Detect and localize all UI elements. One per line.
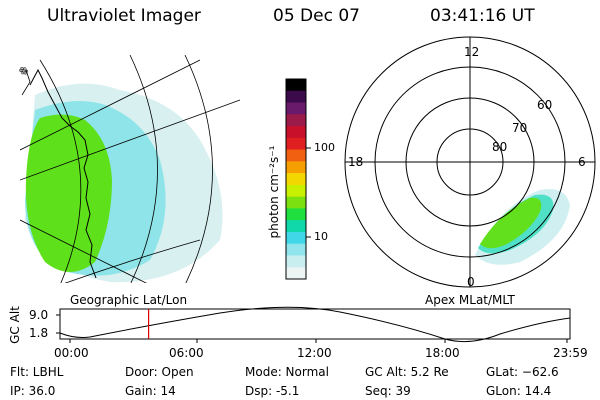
info-mode: Mode: Normal: [245, 365, 329, 379]
mlt-label-6: 6: [578, 155, 586, 169]
date-label: 05 Dec 07: [273, 6, 360, 26]
colorbar-segment: [286, 102, 306, 115]
colorbar-segment: [286, 149, 306, 162]
info-seq: Seq: 39: [365, 384, 411, 398]
info-gc-alt: GC Alt: 5.2 Re: [365, 365, 449, 379]
grid-line: [20, 59, 201, 151]
time-label-2359: 23:59: [553, 346, 588, 360]
colorbar: [286, 79, 306, 280]
colorbar-label-10: 10: [314, 230, 328, 243]
colorbar-label-100: 100: [314, 141, 335, 154]
mlt-label-0: 0: [467, 275, 475, 289]
coastline-north: [21, 69, 31, 96]
geographic-map-panel: [20, 55, 241, 283]
green-emission-region: [25, 114, 112, 272]
time-label: 03:41:16 UT: [430, 6, 535, 26]
mlt-label-12: 12: [464, 45, 480, 59]
grid-line: [129, 55, 158, 283]
altitude-strip: [56, 306, 571, 343]
coastline: [29, 68, 97, 279]
left-panel-label: Geographic Lat/Lon: [70, 293, 188, 307]
alt-tick-label-9: 9.0: [29, 308, 49, 322]
info-dsp: Dsp: -5.1: [245, 384, 300, 398]
colorbar-segment: [286, 184, 306, 198]
mlat-label-80: 80: [492, 140, 508, 154]
colorbar-segment: [286, 126, 306, 139]
info-ip: IP: 36.0: [10, 384, 56, 398]
colorbar-segment: [286, 137, 306, 151]
time-label-0000: 00:00: [54, 346, 89, 360]
time-label-1800: 18:00: [425, 346, 460, 360]
colorbar-segment: [286, 173, 306, 186]
alt-tick-label-1.8: 1.8: [29, 326, 49, 340]
colorbar-segment: [286, 114, 306, 127]
colorbar-segment: [286, 196, 306, 209]
polar-green-emission: [480, 197, 542, 249]
colorbar-unit-label: photon cm⁻²s⁻¹: [267, 145, 281, 239]
right-panel-label: Apex MLat/MLT: [425, 293, 515, 307]
altitude-strip-frame: [59, 308, 571, 340]
colorbar-segment: [286, 79, 306, 92]
grid-line: [64, 239, 201, 283]
grid-line: [39, 59, 82, 283]
colorbar-segment: [286, 90, 306, 104]
colorbar-segment: [286, 231, 306, 245]
colorbar-segment: [286, 243, 306, 256]
info-door: Door: Open: [125, 365, 194, 379]
colorbar-frame: [285, 78, 307, 280]
time-label-0600: 06:00: [169, 346, 204, 360]
info-glat: GLat: −62.6: [486, 365, 559, 379]
grid-line: [20, 219, 147, 283]
mlat-label-70: 70: [512, 121, 528, 135]
grid-line: [20, 99, 241, 181]
info-flt: Flt: LBHL: [10, 365, 64, 379]
altitude-axis-title: GC Alt: [7, 306, 22, 344]
time-label-1200: 12:00: [297, 346, 332, 360]
colorbar-segment: [286, 255, 306, 268]
colorbar-segment: [286, 161, 306, 174]
altitude-curve: [59, 306, 571, 343]
mlt-label-18: 18: [348, 155, 364, 169]
info-gain: Gain: 14: [125, 384, 176, 398]
instrument-title: Ultraviolet Imager: [47, 6, 201, 26]
colorbar-segment: [286, 208, 306, 221]
grid-line: [184, 55, 213, 283]
info-glon: GLon: 14.4: [486, 384, 552, 398]
polar-plot: [344, 36, 596, 288]
mlat-label-60: 60: [537, 98, 553, 112]
colorbar-segment: [286, 220, 306, 233]
colorbar-segment: [286, 267, 306, 280]
